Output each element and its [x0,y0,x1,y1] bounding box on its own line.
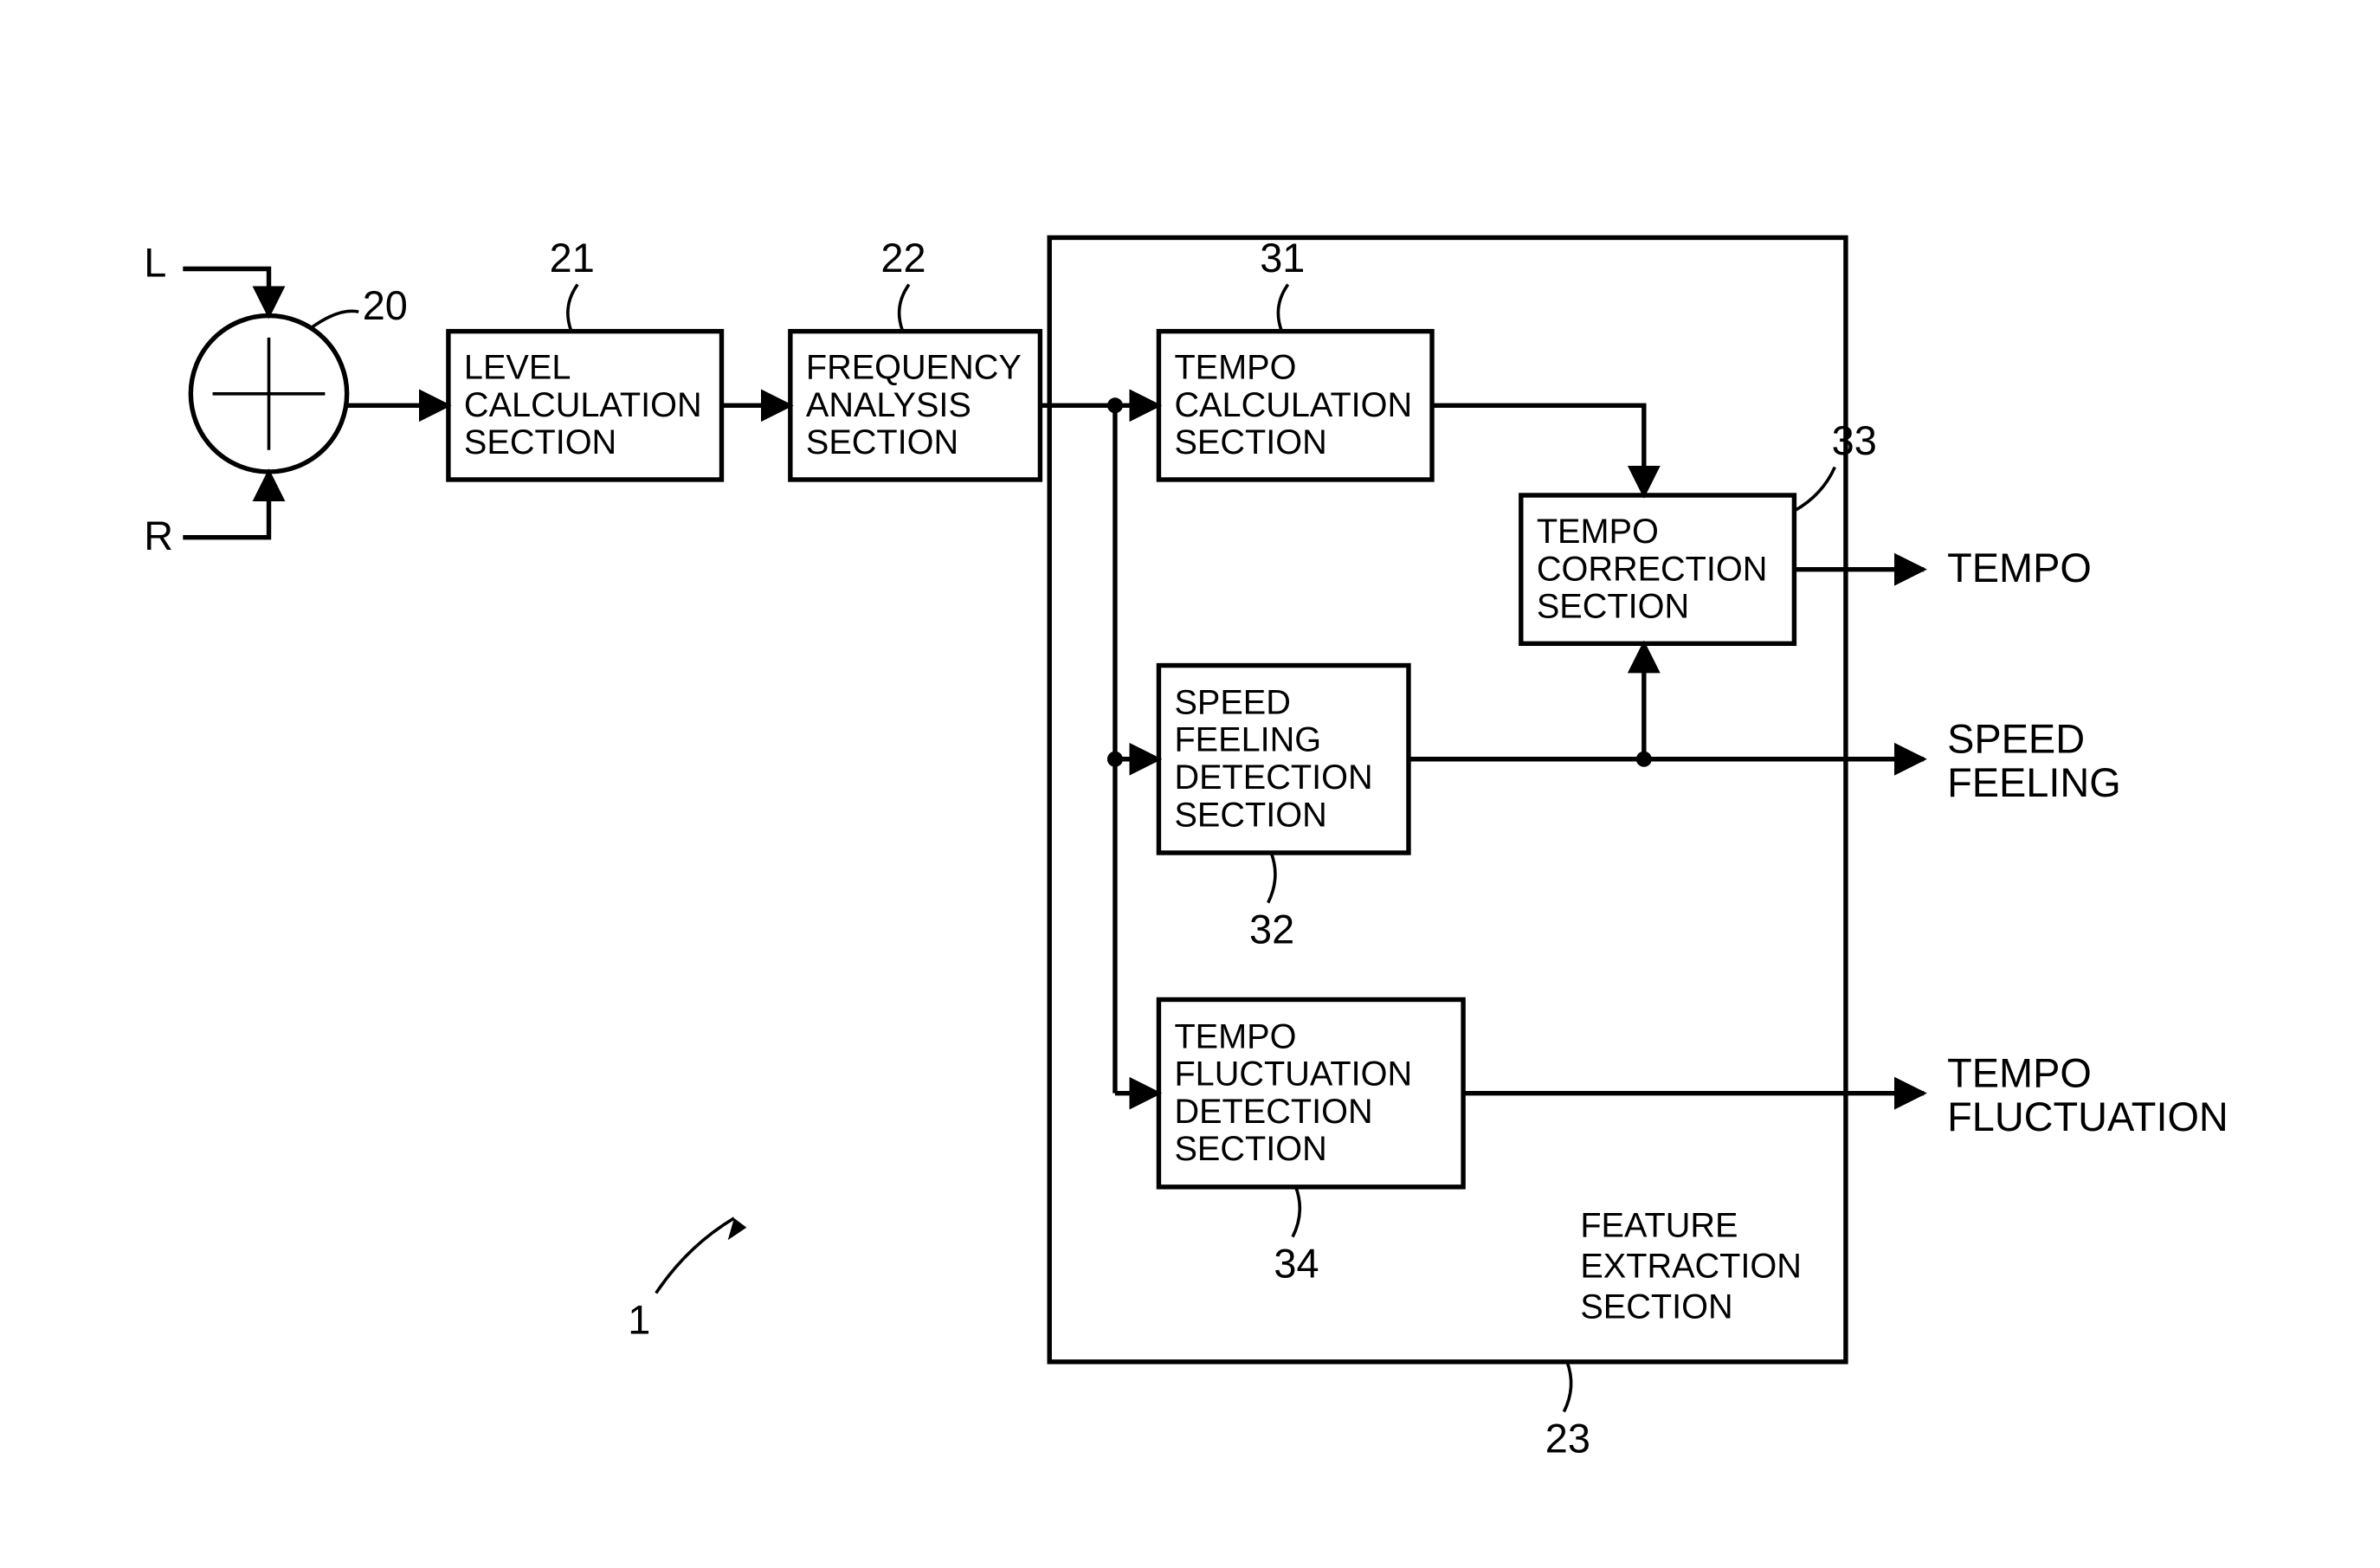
ref-21: 21 [550,236,595,281]
node-speed [1107,752,1123,767]
svg-text:SECTION: SECTION [1580,1287,1732,1326]
ref-34: 34 [1274,1241,1319,1286]
svg-text:ANALYSIS: ANALYSIS [806,386,971,424]
svg-text:FEELING: FEELING [1174,721,1321,759]
svg-text:TEMPO: TEMPO [1174,1017,1296,1055]
svg-text:CALCULATION: CALCULATION [1174,386,1412,424]
svg-text:SECTION: SECTION [464,423,616,461]
ref-20: 20 [363,283,408,328]
arrow-R [183,472,268,538]
node-top [1107,397,1123,413]
svg-text:DETECTION: DETECTION [1174,1093,1372,1131]
svg-text:FLUCTUATION: FLUCTUATION [1947,1094,2228,1139]
svg-text:TEMPO: TEMPO [1947,1050,2092,1095]
arrow-tempo-corr [1432,405,1644,495]
svg-text:SECTION: SECTION [806,423,958,461]
svg-text:FREQUENCY: FREQUENCY [806,349,1022,387]
ref-33: 33 [1832,418,1877,463]
svg-text:SECTION: SECTION [1174,796,1326,834]
node-speed-branch [1636,752,1652,767]
svg-text:CORRECTION: CORRECTION [1537,550,1768,588]
svg-text:TEMPO: TEMPO [1947,545,2092,590]
svg-text:SPEED: SPEED [1947,717,2085,762]
svg-text:FLUCTUATION: FLUCTUATION [1174,1055,1412,1094]
svg-text:SECTION: SECTION [1174,423,1326,461]
svg-text:FEATURE: FEATURE [1580,1207,1738,1245]
svg-text:FEELING: FEELING [1947,760,2121,805]
input-R: R [144,513,173,558]
leader-1 [656,1218,734,1294]
arrow-L [183,269,268,316]
svg-text:SECTION: SECTION [1537,588,1689,626]
input-L: L [144,241,166,286]
svg-text:LEVEL: LEVEL [464,349,571,387]
ref-22: 22 [880,236,926,281]
svg-text:TEMPO: TEMPO [1537,513,1659,551]
ref-23: 23 [1545,1416,1590,1461]
svg-text:SPEED: SPEED [1174,683,1290,721]
ref-1: 1 [628,1297,650,1342]
svg-text:TEMPO: TEMPO [1174,349,1296,387]
ref-32: 32 [1249,907,1294,952]
svg-text:CALCULATION: CALCULATION [464,386,702,424]
svg-text:SECTION: SECTION [1174,1130,1326,1168]
svg-text:EXTRACTION: EXTRACTION [1580,1247,1802,1285]
svg-text:DETECTION: DETECTION [1174,758,1372,797]
ref-31: 31 [1260,236,1305,281]
